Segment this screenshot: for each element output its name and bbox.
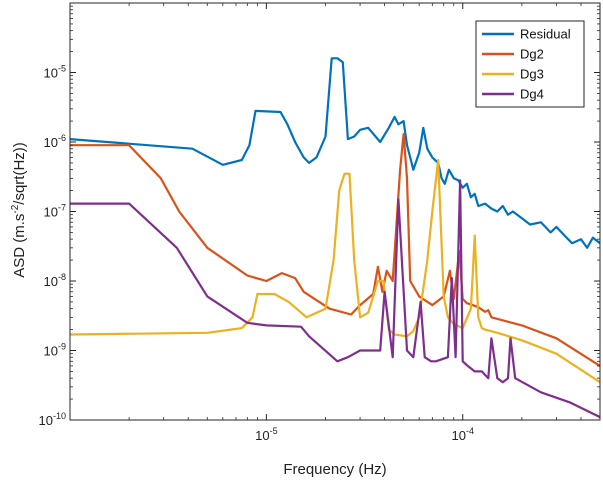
x-tick-label: 10-4 <box>452 426 474 443</box>
x-axis-title: Frequency (Hz) <box>283 461 386 478</box>
legend-label-residual: Residual <box>520 27 571 42</box>
x-tick-label: 10-5 <box>255 426 277 443</box>
y-tick-label: 10-9 <box>44 342 66 359</box>
series-line-residual <box>70 57 600 249</box>
y-tick-label: 10-8 <box>44 272 66 289</box>
series-line-dg4 <box>70 179 600 419</box>
y-tick-label: 10-5 <box>44 64 66 81</box>
y-tick-label: 10-7 <box>44 203 66 220</box>
legend-label-dg2: Dg2 <box>520 47 544 62</box>
legend: Residual Dg2 Dg3 Dg4 <box>475 20 585 108</box>
tick-layer: 10-5 10-4 10-5 10-6 10-7 10-8 10-9 10-10 <box>39 3 600 443</box>
y-tick-label: 10-10 <box>39 411 66 428</box>
y-tick-label: 10-6 <box>44 133 66 150</box>
legend-label-dg3: Dg3 <box>520 67 544 82</box>
series-layer <box>70 57 600 419</box>
y-axis-title: ASD (m.s-2/sqrt(Hz)) <box>10 142 28 278</box>
legend-box <box>475 20 585 108</box>
legend-label-dg4: Dg4 <box>520 87 544 102</box>
